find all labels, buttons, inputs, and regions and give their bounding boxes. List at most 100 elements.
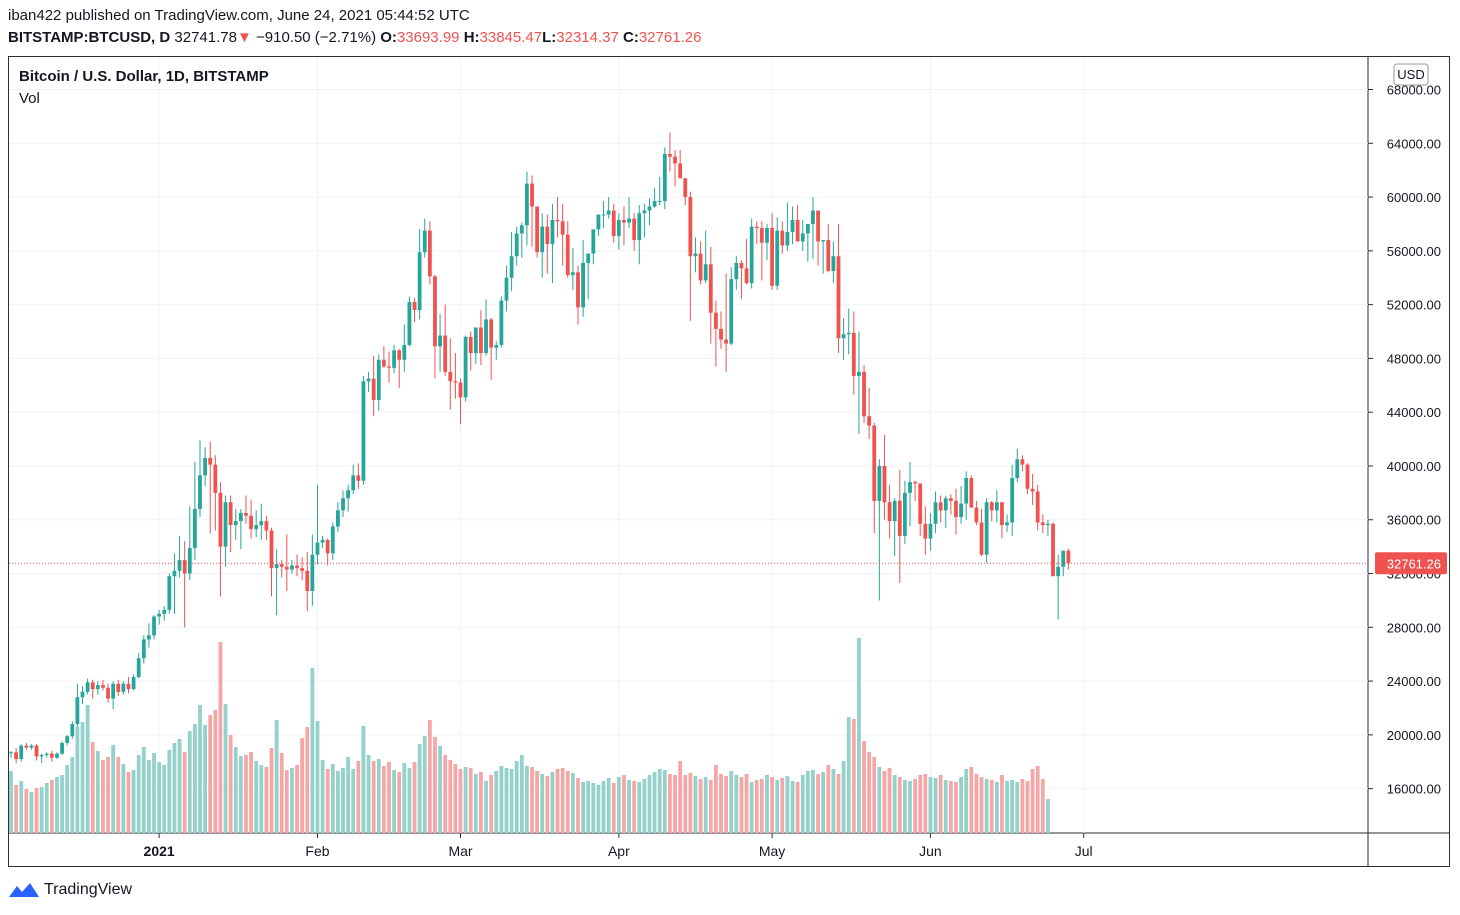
volume-bar — [657, 769, 662, 833]
volume-bar — [683, 775, 688, 833]
candle-body — [1020, 459, 1025, 465]
candle-body — [238, 513, 243, 522]
candle-body — [427, 230, 432, 277]
footer-brand[interactable]: TradingView — [8, 881, 132, 899]
volume-bar — [244, 755, 248, 833]
volume-bar — [172, 743, 177, 833]
chart-title: Bitcoin / U.S. Dollar, 1D, BITSTAMP — [19, 68, 269, 85]
volume-bar — [254, 761, 259, 833]
candle-body — [1030, 488, 1035, 492]
volume-bar — [356, 761, 361, 833]
tradingview-logo-icon — [9, 883, 39, 897]
volume-bar — [800, 775, 805, 833]
candle-body — [596, 214, 601, 230]
volume-bar — [295, 765, 299, 833]
volume-bar — [714, 765, 718, 833]
candle-body — [162, 609, 167, 614]
candle-body — [320, 539, 325, 543]
candle-body — [300, 568, 305, 571]
volume-bar — [361, 726, 366, 833]
volume-bar — [703, 777, 708, 833]
candle-body — [576, 272, 580, 308]
candle-body — [673, 156, 677, 164]
volume-bar — [994, 782, 999, 833]
volume-bar — [989, 780, 994, 833]
volume-bar — [157, 762, 162, 833]
volume-bar — [581, 782, 585, 833]
candle-body — [1066, 550, 1071, 564]
candle-body — [9, 752, 13, 754]
close-value: 32761.26 — [638, 29, 702, 46]
candle-body — [545, 226, 550, 245]
volume-bar — [948, 781, 953, 833]
volume-bar — [1005, 781, 1009, 833]
volume-bar — [101, 760, 105, 833]
time-tick-label: Apr — [608, 843, 630, 859]
volume-bar — [754, 780, 759, 833]
candle-body — [795, 219, 800, 242]
volume-bar — [923, 774, 928, 833]
candle-body — [392, 350, 396, 368]
candle-body — [1040, 522, 1045, 526]
last-price-badge-bg — [1375, 552, 1447, 575]
candle-body — [841, 334, 846, 339]
candle-body — [703, 264, 708, 281]
volume-bar — [228, 735, 233, 833]
candle-body — [964, 478, 969, 504]
volume-bar — [433, 737, 437, 833]
time-axis[interactable]: 2021 Feb Mar Apr May Jun Jul — [144, 833, 1093, 859]
candle-body — [586, 253, 591, 263]
candle-body — [989, 502, 994, 511]
candle-body — [698, 253, 703, 281]
volume-bar — [300, 738, 305, 833]
low-label: L: — [542, 29, 557, 46]
candle-body — [249, 515, 253, 530]
volume-bar — [438, 746, 442, 833]
candle-body — [509, 256, 514, 278]
volume-bar — [668, 774, 672, 833]
volume-bar — [504, 768, 509, 833]
volume-bar — [570, 773, 575, 833]
volume-bar — [238, 756, 243, 833]
currency-button[interactable]: USD — [1397, 67, 1424, 82]
price-axis[interactable]: 68000.00 64000.00 60000.00 56000.00 52000.00… — [1368, 83, 1441, 797]
volume-bar — [596, 785, 601, 833]
volume-bar — [223, 704, 228, 833]
volume-bar — [60, 775, 64, 833]
candle-body — [790, 219, 795, 233]
volume-bar — [479, 772, 483, 833]
currency-button-bg[interactable] — [1393, 63, 1429, 86]
candle-body — [407, 301, 412, 345]
volume-bar — [765, 775, 769, 833]
candle-body — [80, 691, 85, 698]
volume-bar — [1046, 799, 1050, 833]
candle-body — [1035, 491, 1040, 523]
open-label: O: — [380, 29, 397, 46]
candle-body — [759, 227, 764, 243]
candle-body — [381, 359, 386, 367]
candle-body — [984, 502, 989, 555]
candle-body — [126, 683, 131, 690]
candle-body — [192, 508, 197, 548]
volume-bar — [49, 780, 54, 833]
candle-body — [366, 378, 371, 382]
price-tick-label: 48000.00 — [1387, 351, 1441, 366]
candle-body — [489, 319, 494, 348]
volume-bar — [351, 769, 356, 833]
volume-bar — [484, 781, 488, 833]
candle-body — [1056, 566, 1061, 577]
candle-body — [560, 221, 565, 235]
volume-bar — [233, 747, 238, 833]
candle-body — [892, 500, 897, 522]
volume-bar — [458, 769, 463, 833]
volume-bar — [877, 767, 882, 833]
volume-bar — [816, 774, 820, 833]
candle-body — [356, 475, 361, 481]
volume-bar — [320, 760, 325, 833]
candle-body — [55, 753, 59, 758]
candle-body — [913, 482, 918, 484]
candle-body — [805, 223, 810, 234]
candle-body — [627, 218, 631, 223]
candle-body — [923, 523, 928, 539]
